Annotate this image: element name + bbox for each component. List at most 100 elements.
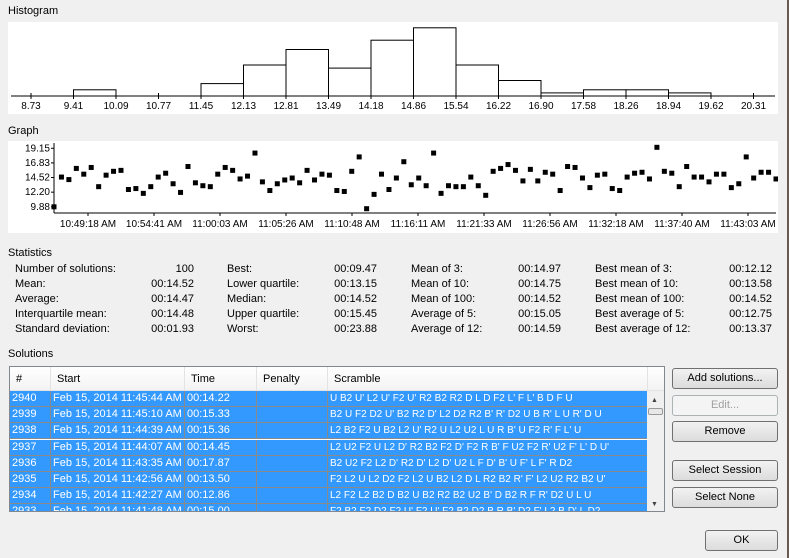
table-row[interactable]: 2936 Feb 15, 2014 11:43:35 AM 00:17.87 B2 U…: [10, 455, 648, 472]
cell-time: 00:15.36: [185, 423, 257, 440]
table-row[interactable]: 2934 Feb 15, 2014 11:42:27 AM 00:12.86 L2 F…: [10, 488, 648, 505]
column-header-start[interactable]: Start: [51, 367, 185, 391]
graph-data-point: [192, 180, 198, 186]
stat-label: Best mean of 3:: [595, 263, 673, 275]
histogram-bar: [625, 89, 669, 97]
stat-value: 00:09.47: [334, 263, 377, 275]
graph-data-point: [237, 176, 243, 182]
graph-chart: 9.88 12.20 14.52 16.83 19.15 10:49:18 AM 10:54…: [25, 143, 779, 230]
histogram-tick-label: 10.77: [146, 101, 171, 112]
solutions-label: Solutions: [8, 348, 54, 360]
graph-data-point: [721, 171, 727, 177]
cell-start: Feb 15, 2014 11:44:07 AM: [51, 439, 185, 456]
histogram-bar: [413, 27, 457, 97]
scroll-down-arrow-icon[interactable]: ▼: [651, 501, 658, 508]
stat-value: 00:14.59: [518, 323, 561, 335]
stat-value: 00:13.15: [334, 278, 377, 290]
stat-value: 00:14.97: [518, 263, 561, 275]
stat-value: 00:01.93: [151, 323, 194, 335]
column-header-filler: [648, 367, 664, 391]
cell-start: Feb 15, 2014 11:45:10 AM: [51, 407, 185, 424]
stat-value: 00:15.45: [334, 308, 377, 320]
graph-data-point: [81, 171, 87, 177]
stat-label: Mean of 10:: [411, 278, 470, 290]
graph-data-point: [349, 168, 355, 174]
graph-data-point: [766, 169, 772, 175]
stat-label: Mean:: [15, 278, 46, 290]
table-row[interactable]: 2938 Feb 15, 2014 11:44:39 AM 00:15.36 L2 B…: [10, 423, 648, 440]
stat-label: Best average of 12:: [595, 323, 691, 335]
histogram-tick-label: 16.90: [528, 101, 553, 112]
edit-button[interactable]: Edit...: [672, 395, 778, 416]
stat-value: 00:13.37: [729, 323, 772, 335]
graph-x-tick-label: 11:00:03 AM: [192, 219, 247, 230]
stat-value: 00:12.75: [729, 308, 772, 320]
table-row[interactable]: 2933 Feb 15, 2014 11:41:48 AM 00:15.00 F2 B…: [10, 504, 648, 511]
graph-data-point: [200, 183, 206, 189]
column-header-number[interactable]: #: [10, 367, 51, 391]
graph-data-point: [155, 174, 161, 180]
cell-number: 2939: [10, 407, 51, 424]
graph-x-tick-label: 11:43:03 AM: [720, 219, 775, 230]
column-header-penalty[interactable]: Penalty: [257, 367, 328, 391]
cell-time: 00:14.22: [185, 391, 257, 407]
histogram-bar: [200, 83, 244, 97]
graph-data-point: [669, 170, 675, 176]
graph-data-point: [140, 190, 146, 196]
table-row[interactable]: 2935 Feb 15, 2014 11:42:56 AM 00:13.50 F2 L…: [10, 472, 648, 488]
graph-data-point: [736, 181, 742, 187]
cell-number: 2937: [10, 439, 51, 456]
graph-data-point: [557, 188, 563, 194]
graph-data-point: [125, 187, 131, 193]
stat-value: 100: [175, 263, 194, 275]
table-row[interactable]: 2940 Feb 15, 2014 11:45:44 AM 00:14.22 U B2…: [10, 391, 648, 407]
graph-data-point: [274, 181, 280, 187]
table-row[interactable]: 2939 Feb 15, 2014 11:45:10 AM 00:15.33 B2 U…: [10, 407, 648, 424]
histogram-bar: [498, 80, 542, 97]
histogram-tick-label: 15.54: [443, 101, 468, 112]
graph-data-point: [490, 168, 496, 174]
select-none-button[interactable]: Select None: [672, 487, 778, 508]
scroll-thumb[interactable]: [648, 408, 663, 415]
table-row[interactable]: 2937 Feb 15, 2014 11:44:07 AM 00:14.45 L2 U…: [10, 439, 648, 456]
graph-data-point: [297, 180, 303, 186]
add-solutions-button[interactable]: Add solutions...: [672, 368, 778, 389]
cell-number: 2938: [10, 423, 51, 440]
graph-data-point: [512, 167, 518, 173]
histogram-label: Histogram: [8, 5, 59, 17]
graph-data-point: [542, 169, 548, 175]
column-header-scramble[interactable]: Scramble: [328, 367, 648, 391]
remove-button[interactable]: Remove: [672, 421, 778, 442]
table-scrollbar[interactable]: ▲ ▼: [647, 391, 664, 511]
graph-data-point: [453, 184, 459, 190]
graph-x-tick-label: 11:16:11 AM: [391, 219, 446, 230]
ok-button[interactable]: OK: [705, 530, 778, 551]
graph-data-point: [185, 164, 191, 170]
histogram-tick-label: 12.13: [231, 101, 256, 112]
cell-start: Feb 15, 2014 11:45:44 AM: [51, 391, 185, 407]
select-session-button[interactable]: Select Session: [672, 460, 778, 481]
graph-data-point: [661, 168, 667, 174]
solutions-table[interactable]: # Start Time Penalty Scramble 2940 Feb 15…: [9, 366, 665, 512]
stat-value: 00:12.12: [729, 263, 772, 275]
cell-time: 00:15.00: [185, 504, 257, 511]
graph-data-point: [498, 165, 504, 171]
graph-data-point: [88, 164, 94, 170]
graph-data-point: [579, 175, 585, 181]
stat-label: Best mean of 10:: [595, 278, 679, 290]
cell-start: Feb 15, 2014 11:42:56 AM: [51, 472, 185, 488]
stat-label: Lower quartile:: [227, 278, 300, 290]
column-header-time[interactable]: Time: [185, 367, 257, 391]
graph-data-point: [356, 154, 362, 160]
stat-value: 00:15.05: [518, 308, 561, 320]
graph-y-tick-label: 12.20: [25, 187, 50, 198]
graph-data-point: [617, 188, 623, 194]
graph-x-tick-label: 11:32:18 AM: [588, 219, 643, 230]
scroll-up-arrow-icon[interactable]: ▲: [651, 397, 658, 404]
graph-data-point: [713, 171, 719, 177]
graph-data-point: [572, 164, 578, 170]
graph-x-tick-label: 11:05:26 AM: [258, 219, 313, 230]
graph-data-point: [207, 184, 213, 190]
histogram-tick-label: 14.18: [358, 101, 383, 112]
graph-data-point: [505, 162, 511, 168]
